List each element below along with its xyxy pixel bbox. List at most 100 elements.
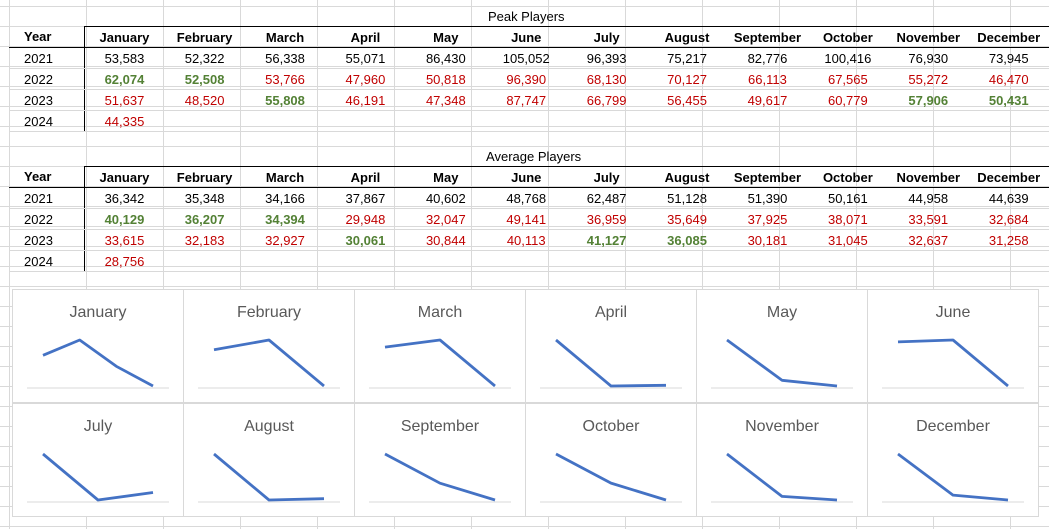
value-cell[interactable]: 48,768 — [486, 187, 567, 209]
empty-cell[interactable] — [727, 110, 808, 132]
empty-cell[interactable] — [968, 146, 1049, 167]
empty-cell[interactable] — [84, 6, 165, 27]
month-header-november[interactable]: November — [888, 26, 969, 48]
month-header-february[interactable]: February — [164, 166, 245, 188]
value-cell[interactable]: 50,818 — [405, 68, 487, 90]
month-header-september[interactable]: September — [727, 166, 808, 188]
value-cell[interactable]: 57,906 — [888, 89, 969, 111]
value-cell[interactable]: 73,945 — [968, 47, 1049, 69]
empty-cell[interactable] — [244, 6, 326, 27]
value-cell[interactable]: 50,161 — [807, 187, 889, 209]
value-cell[interactable]: 51,637 — [84, 89, 165, 111]
value-cell[interactable]: 82,776 — [727, 47, 808, 69]
value-cell[interactable]: 31,258 — [968, 229, 1049, 251]
value-cell[interactable]: 96,390 — [486, 68, 567, 90]
month-header-may[interactable]: May — [405, 26, 487, 48]
value-cell[interactable]: 48,520 — [164, 89, 245, 111]
value-cell[interactable]: 70,127 — [646, 68, 728, 90]
month-header-april[interactable]: April — [325, 26, 406, 48]
empty-cell[interactable] — [807, 250, 889, 272]
average-players-table-title[interactable]: Average Players — [486, 146, 581, 167]
value-cell[interactable]: 50,431 — [968, 89, 1049, 111]
empty-cell[interactable] — [325, 110, 406, 132]
value-cell[interactable]: 30,181 — [727, 229, 808, 251]
value-cell[interactable]: 47,348 — [405, 89, 487, 111]
empty-cell[interactable] — [727, 250, 808, 272]
value-cell[interactable]: 32,684 — [968, 208, 1049, 230]
value-cell[interactable]: 86,430 — [405, 47, 487, 69]
value-cell[interactable]: 33,615 — [84, 229, 165, 251]
empty-cell[interactable] — [968, 110, 1049, 132]
month-header-march[interactable]: March — [244, 26, 326, 48]
value-cell[interactable]: 35,348 — [164, 187, 245, 209]
year-cell[interactable]: 2021 — [9, 187, 85, 209]
empty-cell[interactable] — [888, 146, 969, 167]
empty-cell[interactable] — [164, 146, 245, 167]
value-cell[interactable]: 68,130 — [566, 68, 647, 90]
year-cell[interactable]: 2024 — [9, 250, 85, 272]
empty-cell[interactable] — [405, 250, 487, 272]
value-cell[interactable]: 62,487 — [566, 187, 647, 209]
value-cell[interactable]: 31,045 — [807, 229, 889, 251]
empty-cell[interactable] — [405, 6, 487, 27]
value-cell[interactable]: 40,602 — [405, 187, 487, 209]
month-header-june[interactable]: June — [486, 166, 567, 188]
year-cell[interactable]: 2023 — [9, 89, 85, 111]
empty-cell[interactable] — [486, 110, 567, 132]
empty-cell[interactable] — [164, 110, 245, 132]
value-cell[interactable]: 96,393 — [566, 47, 647, 69]
value-cell[interactable]: 30,844 — [405, 229, 487, 251]
empty-cell[interactable] — [405, 146, 487, 167]
empty-cell[interactable] — [325, 6, 406, 27]
sparkline-chart-april[interactable]: April — [525, 289, 697, 403]
value-cell[interactable]: 46,470 — [968, 68, 1049, 90]
value-cell[interactable]: 55,808 — [244, 89, 326, 111]
value-cell[interactable]: 44,958 — [888, 187, 969, 209]
year-header[interactable]: Year — [9, 166, 85, 188]
sparkline-chart-july[interactable]: July — [12, 403, 184, 517]
value-cell[interactable]: 51,390 — [727, 187, 808, 209]
value-cell[interactable]: 28,756 — [84, 250, 165, 272]
empty-cell[interactable] — [9, 6, 84, 27]
month-header-october[interactable]: October — [807, 26, 889, 48]
empty-cell[interactable] — [727, 146, 808, 167]
empty-cell[interactable] — [646, 146, 728, 167]
value-cell[interactable]: 62,074 — [84, 68, 165, 90]
empty-cell[interactable] — [566, 110, 647, 132]
value-cell[interactable]: 67,565 — [807, 68, 889, 90]
sparkline-chart-august[interactable]: August — [183, 403, 355, 517]
year-cell[interactable]: 2021 — [9, 47, 85, 69]
empty-cell[interactable] — [244, 250, 326, 272]
value-cell[interactable]: 30,061 — [325, 229, 406, 251]
value-cell[interactable]: 32,047 — [405, 208, 487, 230]
empty-cell[interactable] — [888, 110, 969, 132]
year-cell[interactable]: 2022 — [9, 68, 85, 90]
value-cell[interactable]: 35,649 — [646, 208, 728, 230]
value-cell[interactable]: 100,416 — [807, 47, 889, 69]
value-cell[interactable]: 44,639 — [968, 187, 1049, 209]
value-cell[interactable]: 32,637 — [888, 229, 969, 251]
month-header-december[interactable]: December — [968, 166, 1049, 188]
value-cell[interactable]: 53,583 — [84, 47, 165, 69]
value-cell[interactable]: 75,217 — [646, 47, 728, 69]
month-header-november[interactable]: November — [888, 166, 969, 188]
empty-cell[interactable] — [646, 6, 728, 27]
empty-cell[interactable] — [566, 6, 647, 27]
empty-cell[interactable] — [968, 6, 1049, 27]
value-cell[interactable]: 34,166 — [244, 187, 326, 209]
value-cell[interactable]: 38,071 — [807, 208, 889, 230]
value-cell[interactable]: 32,927 — [244, 229, 326, 251]
value-cell[interactable]: 36,207 — [164, 208, 245, 230]
value-cell[interactable]: 29,948 — [325, 208, 406, 230]
value-cell[interactable]: 105,052 — [486, 47, 567, 69]
value-cell[interactable]: 66,113 — [727, 68, 808, 90]
month-header-september[interactable]: September — [727, 26, 808, 48]
empty-cell[interactable] — [566, 146, 647, 167]
sparkline-chart-january[interactable]: January — [12, 289, 184, 403]
value-cell[interactable]: 56,455 — [646, 89, 728, 111]
year-cell[interactable]: 2022 — [9, 208, 85, 230]
peak-players-table-title[interactable]: Peak Players — [486, 6, 567, 27]
month-header-january[interactable]: January — [84, 166, 165, 188]
value-cell[interactable]: 60,779 — [807, 89, 889, 111]
value-cell[interactable]: 52,322 — [164, 47, 245, 69]
